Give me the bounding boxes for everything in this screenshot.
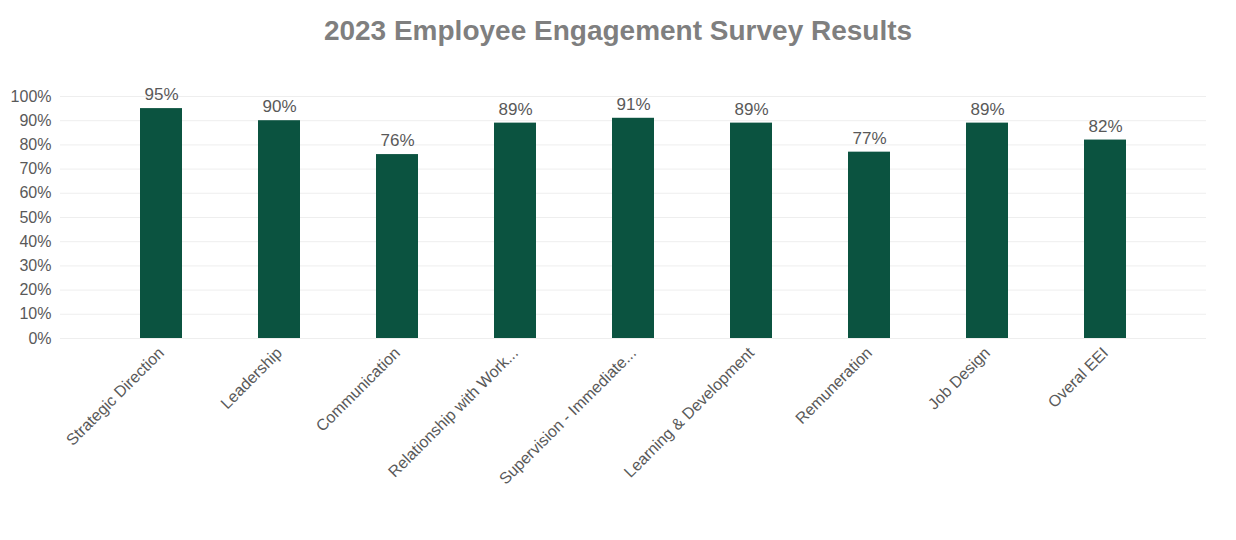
svg-text:Communication: Communication (313, 344, 404, 435)
svg-text:77%: 77% (852, 129, 886, 148)
svg-text:70%: 70% (19, 160, 51, 177)
html-text:2023 Employee Engagement Surve: 2023 Employee Engagement Survey Results (323, 15, 913, 46)
svg-text:50%: 50% (19, 209, 51, 226)
svg-text:90%: 90% (262, 97, 296, 116)
svg-text:89%: 89% (734, 100, 768, 119)
svg-text:Overal EEI: Overal EEI (1045, 344, 1112, 411)
svg-text:0%: 0% (28, 330, 51, 347)
svg-text:82%: 82% (1088, 117, 1122, 136)
svg-text:Learning & Development: Learning & Development (621, 344, 758, 481)
svg-text:76%: 76% (380, 131, 414, 150)
svg-text:89%: 89% (498, 100, 532, 119)
svg-text:Supervision - Immediate...: Supervision - Immediate... (496, 344, 639, 487)
svg-text:Leadership: Leadership (217, 344, 285, 412)
svg-text:100%: 100% (11, 88, 52, 105)
svg-text:40%: 40% (19, 233, 51, 250)
svg-text:30%: 30% (19, 257, 51, 274)
svg-text:90%: 90% (19, 112, 51, 129)
svg-text:Relationship with Work...: Relationship with Work... (385, 344, 521, 480)
svg-text:95%: 95% (144, 85, 178, 104)
svg-text:Remuneration: Remuneration (792, 344, 875, 427)
svg-text:10%: 10% (19, 305, 51, 322)
svg-text:80%: 80% (19, 136, 51, 153)
svg-text:20%: 20% (19, 281, 51, 298)
svg-text:91%: 91% (616, 95, 650, 114)
svg-text:Job Design: Job Design (925, 344, 994, 413)
svg-text:Strategic Direction: Strategic Direction (63, 344, 167, 448)
svg-text:60%: 60% (19, 184, 51, 201)
svg-text:89%: 89% (970, 100, 1004, 119)
